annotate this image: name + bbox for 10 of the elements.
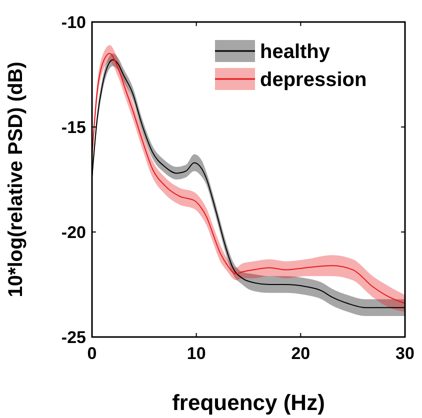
y-tick-label: -10	[61, 13, 86, 32]
y-tick-label: -20	[61, 223, 86, 242]
x-tick-label: 10	[186, 344, 206, 363]
y-axis-title: 10*log(relative PSD) (dB)	[5, 62, 27, 298]
y-tick-label: -25	[61, 328, 86, 347]
x-tick-label: 0	[87, 344, 97, 363]
y-tick-label: -15	[61, 118, 86, 137]
x-axis-title: frequency (Hz)	[172, 390, 325, 415]
x-tick-label: 20	[291, 344, 310, 363]
x-tick-label: 30	[396, 344, 414, 363]
